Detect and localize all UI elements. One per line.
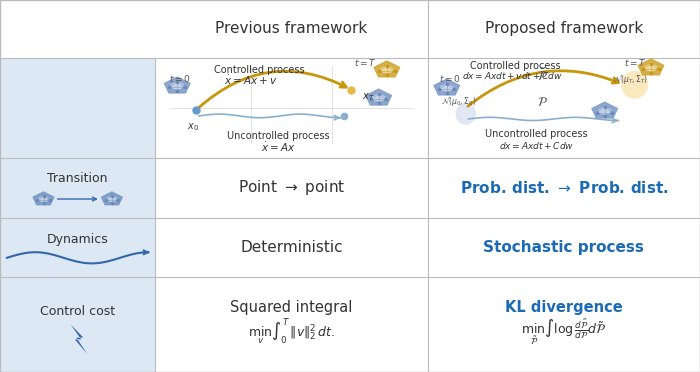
Text: Controlled process: Controlled process	[214, 65, 304, 75]
Text: $\dot{x} = Ax + v$: $\dot{x} = Ax + v$	[224, 74, 277, 87]
Polygon shape	[38, 195, 50, 202]
Polygon shape	[164, 77, 190, 93]
Polygon shape	[598, 106, 612, 115]
FancyArrowPatch shape	[468, 71, 618, 106]
Text: $\dot{x} = Ax$: $\dot{x} = Ax$	[260, 141, 295, 154]
Polygon shape	[106, 195, 118, 202]
Ellipse shape	[621, 71, 648, 99]
Text: $\min_{\tilde{\mathcal{P}}} \int \log \frac{d\tilde{\mathcal{P}}}{d\mathcal{P}} : $\min_{\tilde{\mathcal{P}}} \int \log \f…	[521, 317, 607, 347]
Text: Prob. dist. $\rightarrow$ Prob. dist.: Prob. dist. $\rightarrow$ Prob. dist.	[459, 180, 668, 196]
FancyArrowPatch shape	[612, 118, 617, 123]
Text: $dx = Axdt + vdt + Cdw$: $dx = Axdt + vdt + Cdw$	[462, 70, 563, 81]
Text: Stochastic process: Stochastic process	[484, 240, 644, 255]
Polygon shape	[374, 61, 400, 77]
Text: $\min_v \int_0^T \|v\|_2^2 \, dt.$: $\min_v \int_0^T \|v\|_2^2 \, dt.$	[248, 317, 335, 347]
Text: Transition: Transition	[48, 172, 108, 185]
Text: $t=T$: $t=T$	[354, 57, 377, 68]
FancyArrowPatch shape	[57, 197, 97, 201]
Text: $dx = Axdt + Cdw$: $dx = Axdt + Cdw$	[499, 140, 574, 151]
Polygon shape	[592, 102, 618, 118]
Text: Dynamics: Dynamics	[47, 234, 108, 246]
FancyArrowPatch shape	[334, 115, 340, 120]
FancyArrowPatch shape	[144, 250, 148, 254]
Text: $t=0$: $t=0$	[169, 73, 190, 84]
Text: $\mathcal{P}$: $\mathcal{P}$	[537, 96, 547, 109]
Text: $\mathcal{N}(\mu_0, \Sigma_0)$: $\mathcal{N}(\mu_0, \Sigma_0)$	[441, 95, 477, 108]
Bar	[0, 58, 155, 372]
Polygon shape	[638, 59, 664, 75]
Text: KL divergence: KL divergence	[505, 300, 623, 315]
Polygon shape	[379, 65, 394, 74]
Polygon shape	[33, 192, 54, 205]
FancyArrowPatch shape	[198, 71, 346, 108]
Text: $t=0$: $t=0$	[439, 73, 461, 84]
Text: $\mathcal{N}(\mu_T, \Sigma_T)$: $\mathcal{N}(\mu_T, \Sigma_T)$	[613, 73, 648, 86]
Polygon shape	[372, 93, 386, 102]
Text: $\tilde{\mathcal{P}}$: $\tilde{\mathcal{P}}$	[537, 68, 547, 84]
Polygon shape	[365, 89, 392, 105]
Text: Previous framework: Previous framework	[216, 21, 368, 36]
Ellipse shape	[456, 103, 476, 125]
Polygon shape	[102, 192, 122, 205]
Text: Proposed framework: Proposed framework	[484, 21, 643, 36]
Polygon shape	[71, 324, 88, 354]
Polygon shape	[170, 81, 184, 90]
Text: Control cost: Control cost	[40, 305, 116, 318]
Text: $t=T$: $t=T$	[624, 57, 646, 68]
Polygon shape	[434, 79, 460, 95]
Text: Point $\rightarrow$ point: Point $\rightarrow$ point	[238, 178, 345, 198]
Text: Controlled process: Controlled process	[470, 61, 560, 71]
Text: $x_T$: $x_T$	[362, 92, 375, 103]
Text: $x_0$: $x_0$	[187, 121, 199, 132]
Text: Uncontrolled process: Uncontrolled process	[227, 131, 329, 141]
Polygon shape	[440, 83, 454, 92]
Text: Squared integral: Squared integral	[230, 300, 353, 315]
Text: Uncontrolled process: Uncontrolled process	[485, 129, 588, 139]
Polygon shape	[644, 63, 658, 72]
Text: Deterministic: Deterministic	[240, 240, 343, 255]
